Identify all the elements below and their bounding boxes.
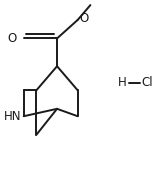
Text: HN: HN bbox=[4, 110, 21, 123]
Text: O: O bbox=[7, 32, 17, 45]
Text: H: H bbox=[118, 76, 127, 89]
Text: O: O bbox=[79, 12, 89, 26]
Text: Cl: Cl bbox=[142, 76, 153, 89]
